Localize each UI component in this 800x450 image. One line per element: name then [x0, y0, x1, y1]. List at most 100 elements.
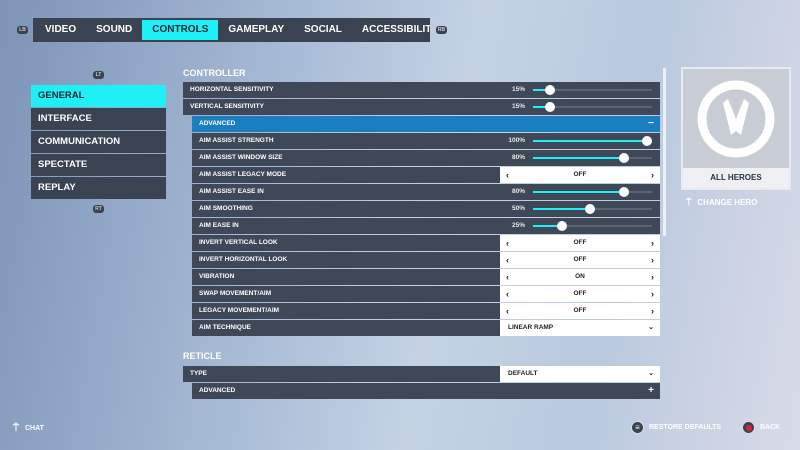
sidebar-item-general[interactable]: GENERAL: [31, 85, 166, 107]
slider-track[interactable]: [533, 85, 652, 95]
setting-row-aim-assist-window-size: AIM ASSIST WINDOW SIZE 80%: [192, 150, 660, 166]
setting-row-vertical-sensitivity: VERTICAL SENSITIVITY 15%: [183, 99, 660, 115]
sidebar-item-spectate[interactable]: SPECTATE: [31, 154, 166, 176]
option-selector[interactable]: ‹ OFF ›: [500, 235, 660, 251]
slider-handle[interactable]: [642, 136, 652, 146]
option-selector[interactable]: ‹ OFF ›: [500, 167, 660, 183]
setting-row-aim-assist-strength: AIM ASSIST STRENGTH 100%: [192, 133, 660, 149]
sidebar-item-replay[interactable]: REPLAY: [31, 177, 166, 199]
lt-button-icon[interactable]: LT: [93, 71, 104, 79]
option-selector[interactable]: ‹ OFF ›: [500, 303, 660, 319]
slider-handle[interactable]: [556, 221, 567, 231]
setting-row-legacy-movement-aim: LEGACY MOVEMENT/AIM ‹ OFF ›: [192, 303, 660, 319]
settings-tab-bar: VIDEO SOUND CONTROLS GAMEPLAY SOCIAL ACC…: [33, 18, 430, 42]
setting-label: INVERT VERTICAL LOOK: [199, 239, 278, 246]
expand-icon[interactable]: +: [648, 385, 654, 396]
arrow-right-icon[interactable]: ›: [651, 238, 654, 248]
sidebar-item-interface[interactable]: INTERFACE: [31, 108, 166, 130]
setting-row-aim-technique: AIM TECHNIQUE LINEAR RAMP ⌄: [192, 320, 660, 336]
slider-track[interactable]: [533, 221, 652, 231]
slider-value: 80%: [511, 154, 525, 161]
arrow-right-icon[interactable]: ›: [651, 272, 654, 282]
tab-social[interactable]: SOCIAL: [304, 24, 342, 35]
slider-handle[interactable]: [619, 153, 630, 163]
arrow-right-icon[interactable]: ›: [651, 170, 654, 180]
slider-track[interactable]: [533, 153, 652, 163]
lb-button-icon[interactable]: LB: [17, 26, 28, 34]
setting-row-advanced[interactable]: ADVANCED +: [192, 383, 660, 399]
slider-fill: [533, 89, 551, 91]
rt-button-icon[interactable]: RT: [93, 205, 104, 213]
arrow-left-icon[interactable]: ‹: [506, 255, 509, 265]
setting-row-vibration: VIBRATION ‹ ON ›: [192, 269, 660, 285]
chat-button[interactable]: ⍑ CHAT: [13, 423, 44, 434]
slider-value: 80%: [511, 188, 525, 195]
setting-label: TYPE: [190, 370, 207, 377]
change-hero-button[interactable]: ⍑ CHANGE HERO: [686, 197, 757, 208]
slider-handle[interactable]: [585, 204, 595, 214]
setting-label: AIM ASSIST STRENGTH: [199, 137, 274, 144]
arrow-left-icon[interactable]: ‹: [506, 170, 509, 180]
slider-handle[interactable]: [545, 102, 556, 112]
slider-fill: [533, 140, 647, 142]
controller-section-title: CONTROLLER: [183, 68, 246, 78]
option-selector[interactable]: ‹ OFF ›: [500, 286, 660, 302]
tab-accessibility[interactable]: ACCESSIBILITY: [361, 24, 430, 35]
setting-label: ADVANCED: [199, 387, 236, 394]
scrollbar[interactable]: [663, 68, 666, 236]
setting-row-advanced[interactable]: ADVANCED −: [192, 116, 660, 132]
arrow-right-icon[interactable]: ›: [651, 289, 654, 299]
slider-track[interactable]: [533, 204, 652, 214]
rb-button-icon[interactable]: RB: [436, 26, 447, 34]
option-value: ON: [575, 273, 585, 280]
slider-track[interactable]: [533, 102, 652, 112]
setting-label: AIM EASE IN: [199, 222, 239, 229]
slider-handle[interactable]: [619, 187, 630, 197]
option-value: OFF: [573, 307, 587, 314]
setting-row-aim-ease-in: AIM EASE IN 25%: [192, 218, 660, 234]
slider-fill: [533, 191, 625, 193]
sidebar-item-communication[interactable]: COMMUNICATION: [31, 131, 166, 153]
dropdown-select[interactable]: DEFAULT ⌄: [500, 366, 660, 382]
dropdown-select[interactable]: LINEAR RAMP ⌄: [500, 320, 660, 336]
slider-value: 100%: [508, 137, 525, 144]
slider-fill: [533, 157, 625, 159]
back-button[interactable]: BACK: [742, 421, 780, 434]
setting-row-aim-assist-legacy-mode: AIM ASSIST LEGACY MODE ‹ OFF ›: [192, 167, 660, 183]
arrow-left-icon[interactable]: ‹: [506, 238, 509, 248]
slider-track[interactable]: [533, 136, 652, 146]
setting-row-horizontal-sensitivity: HORIZONTAL SENSITIVITY 15%: [183, 82, 660, 98]
arrow-left-icon[interactable]: ‹: [506, 289, 509, 299]
overwatch-logo-icon: [697, 80, 775, 158]
slider-value: 15%: [511, 86, 525, 93]
tab-controls[interactable]: CONTROLS: [142, 20, 219, 40]
arrow-left-icon[interactable]: ‹: [506, 272, 509, 282]
menu-button-icon: ≡: [631, 421, 644, 434]
slider-value: 15%: [511, 103, 525, 110]
arrow-right-icon[interactable]: ›: [651, 255, 654, 265]
tab-gameplay[interactable]: GAMEPLAY: [228, 24, 285, 35]
left-stick-icon: ⍑: [13, 423, 19, 434]
option-selector[interactable]: ‹ OFF ›: [500, 252, 660, 268]
arrow-left-icon[interactable]: ‹: [506, 306, 509, 316]
collapse-icon[interactable]: −: [648, 118, 654, 129]
setting-label: SWAP MOVEMENT/AIM: [199, 290, 272, 297]
option-value: OFF: [573, 239, 587, 246]
slider-handle[interactable]: [545, 85, 556, 95]
slider-fill: [533, 225, 562, 227]
option-selector[interactable]: ‹ ON ›: [500, 269, 660, 285]
setting-label: VERTICAL SENSITIVITY: [190, 103, 264, 110]
setting-label: VIBRATION: [199, 273, 235, 280]
arrow-right-icon[interactable]: ›: [651, 306, 654, 316]
tab-video[interactable]: VIDEO: [45, 24, 77, 35]
setting-row-aim-assist-ease-in: AIM ASSIST EASE IN 80%: [192, 184, 660, 200]
dropdown-value: DEFAULT: [508, 370, 538, 377]
restore-defaults-label: RESTORE DEFAULTS: [649, 424, 722, 431]
tab-sound[interactable]: SOUND: [96, 24, 133, 35]
setting-label: AIM ASSIST LEGACY MODE: [199, 171, 287, 178]
chat-label: CHAT: [25, 425, 44, 432]
restore-defaults-button[interactable]: ≡ RESTORE DEFAULTS: [631, 421, 721, 434]
setting-label: ADVANCED: [199, 120, 236, 127]
hero-portrait: ALL HEROES: [681, 67, 791, 190]
slider-track[interactable]: [533, 187, 652, 197]
